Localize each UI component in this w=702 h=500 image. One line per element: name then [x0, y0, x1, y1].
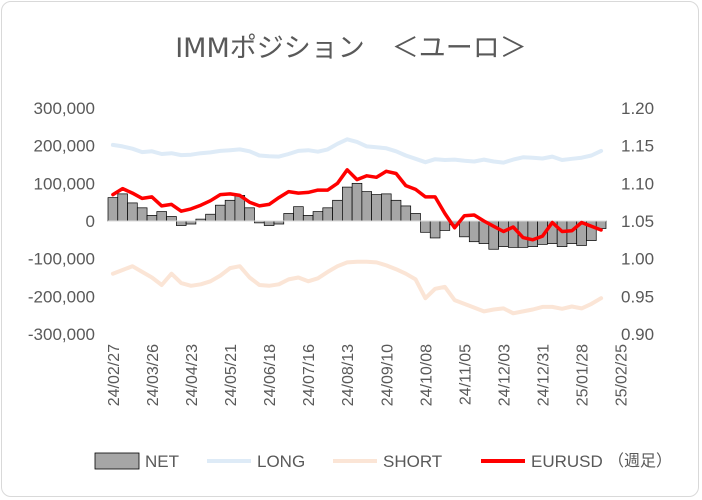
x-tick-label: 24/06/18 [262, 344, 279, 406]
net-bar [371, 194, 382, 222]
net-bar [263, 220, 275, 226]
legend-label-long: LONG [257, 452, 305, 471]
left-tick-label: 100,000 [34, 174, 95, 193]
x-tick-label: 24/11/05 [457, 344, 474, 405]
net-bar [322, 207, 333, 222]
series-line-short [110, 259, 604, 316]
x-axis: 24/02/27 24/03/26 24/04/23 24/05/21 24/06/18… [106, 344, 631, 406]
left-tick-label: -200,000 [28, 287, 95, 306]
legend-label-short: SHORT [383, 452, 442, 471]
left-tick-label: 200,000 [34, 137, 95, 156]
series-line-eurusd [111, 168, 603, 242]
net-bar [244, 207, 255, 222]
net-bar [351, 182, 363, 222]
right-tick-label: 1.20 [621, 99, 654, 118]
net-bar [293, 206, 304, 222]
right-tick-label: 1.00 [621, 250, 654, 269]
x-tick-label: 24/08/13 [340, 344, 357, 406]
right-tick-label: 1.10 [621, 174, 654, 193]
net-bar [410, 213, 421, 222]
net-bar [146, 215, 158, 222]
x-tick-label: 24/02/27 [106, 344, 123, 406]
x-tick-label: 24/04/23 [184, 344, 201, 406]
right-axis: 1.20 1.15 1.10 1.05 1.00 0.95 0.90 [621, 99, 654, 344]
net-bar [224, 199, 236, 222]
legend-label-eurusd: EURUSD [531, 452, 603, 471]
net-bar [390, 199, 402, 222]
net-bar [117, 193, 128, 222]
net-bar [498, 220, 509, 247]
net-bar [302, 215, 314, 222]
net-bar [342, 186, 353, 222]
legend-label-net: NET [145, 452, 179, 471]
series-lines [110, 137, 604, 316]
legend: NET LONG SHORT EURUSD [94, 452, 603, 471]
net-bar [420, 220, 431, 233]
net-bar [215, 204, 226, 222]
x-tick-label: 24/12/03 [496, 344, 513, 406]
net-bar [176, 220, 187, 226]
left-tick-label: -100,000 [28, 250, 95, 269]
right-tick-label: 0.95 [621, 287, 654, 306]
net-bar [556, 220, 568, 247]
net-bar [468, 220, 480, 243]
right-tick-label: 0.90 [621, 325, 654, 344]
x-tick-label: 24/09/10 [379, 344, 396, 406]
net-bar [107, 197, 119, 222]
net-bar [508, 220, 519, 248]
x-tick-label: 24/07/16 [301, 344, 318, 406]
x-tick-label: 24/05/21 [223, 344, 240, 406]
x-tick-label: 24/03/26 [145, 344, 162, 406]
right-tick-label: 1.05 [621, 212, 654, 231]
net-bar [439, 220, 451, 231]
net-bar [136, 207, 148, 222]
net-bar [166, 216, 177, 222]
left-axis: 300,000 200,000 100,000 0 -100,000 -200,000 -3… [28, 99, 95, 344]
left-tick-label: 300,000 [34, 99, 95, 118]
x-tick-label: 25/02/25 [614, 344, 631, 406]
x-tick-label: 24/12/31 [536, 344, 553, 406]
series-line-long [110, 137, 604, 165]
net-bar [156, 211, 167, 222]
net-bar [283, 213, 294, 222]
net-bar [459, 220, 470, 238]
net-bar [527, 220, 538, 247]
right-tick-label: 1.15 [621, 137, 654, 156]
net-bar [361, 191, 372, 222]
left-tick-label: 0 [86, 212, 95, 231]
x-tick-label: 25/01/28 [575, 344, 592, 406]
net-bar [332, 199, 343, 222]
chart-title: IMMポジション ＜ユーロ＞ [175, 33, 527, 64]
legend-swatch-net [94, 452, 140, 470]
net-bar [127, 202, 138, 222]
left-tick-label: -300,000 [28, 325, 95, 344]
net-bar [400, 205, 412, 222]
net-bars [107, 182, 607, 250]
net-bar [312, 211, 324, 222]
net-bar [429, 220, 441, 239]
net-bar [381, 193, 392, 222]
net-bar [205, 213, 216, 222]
x-axis-note: （週足） [608, 451, 672, 470]
x-tick-label: 24/10/08 [418, 344, 435, 406]
